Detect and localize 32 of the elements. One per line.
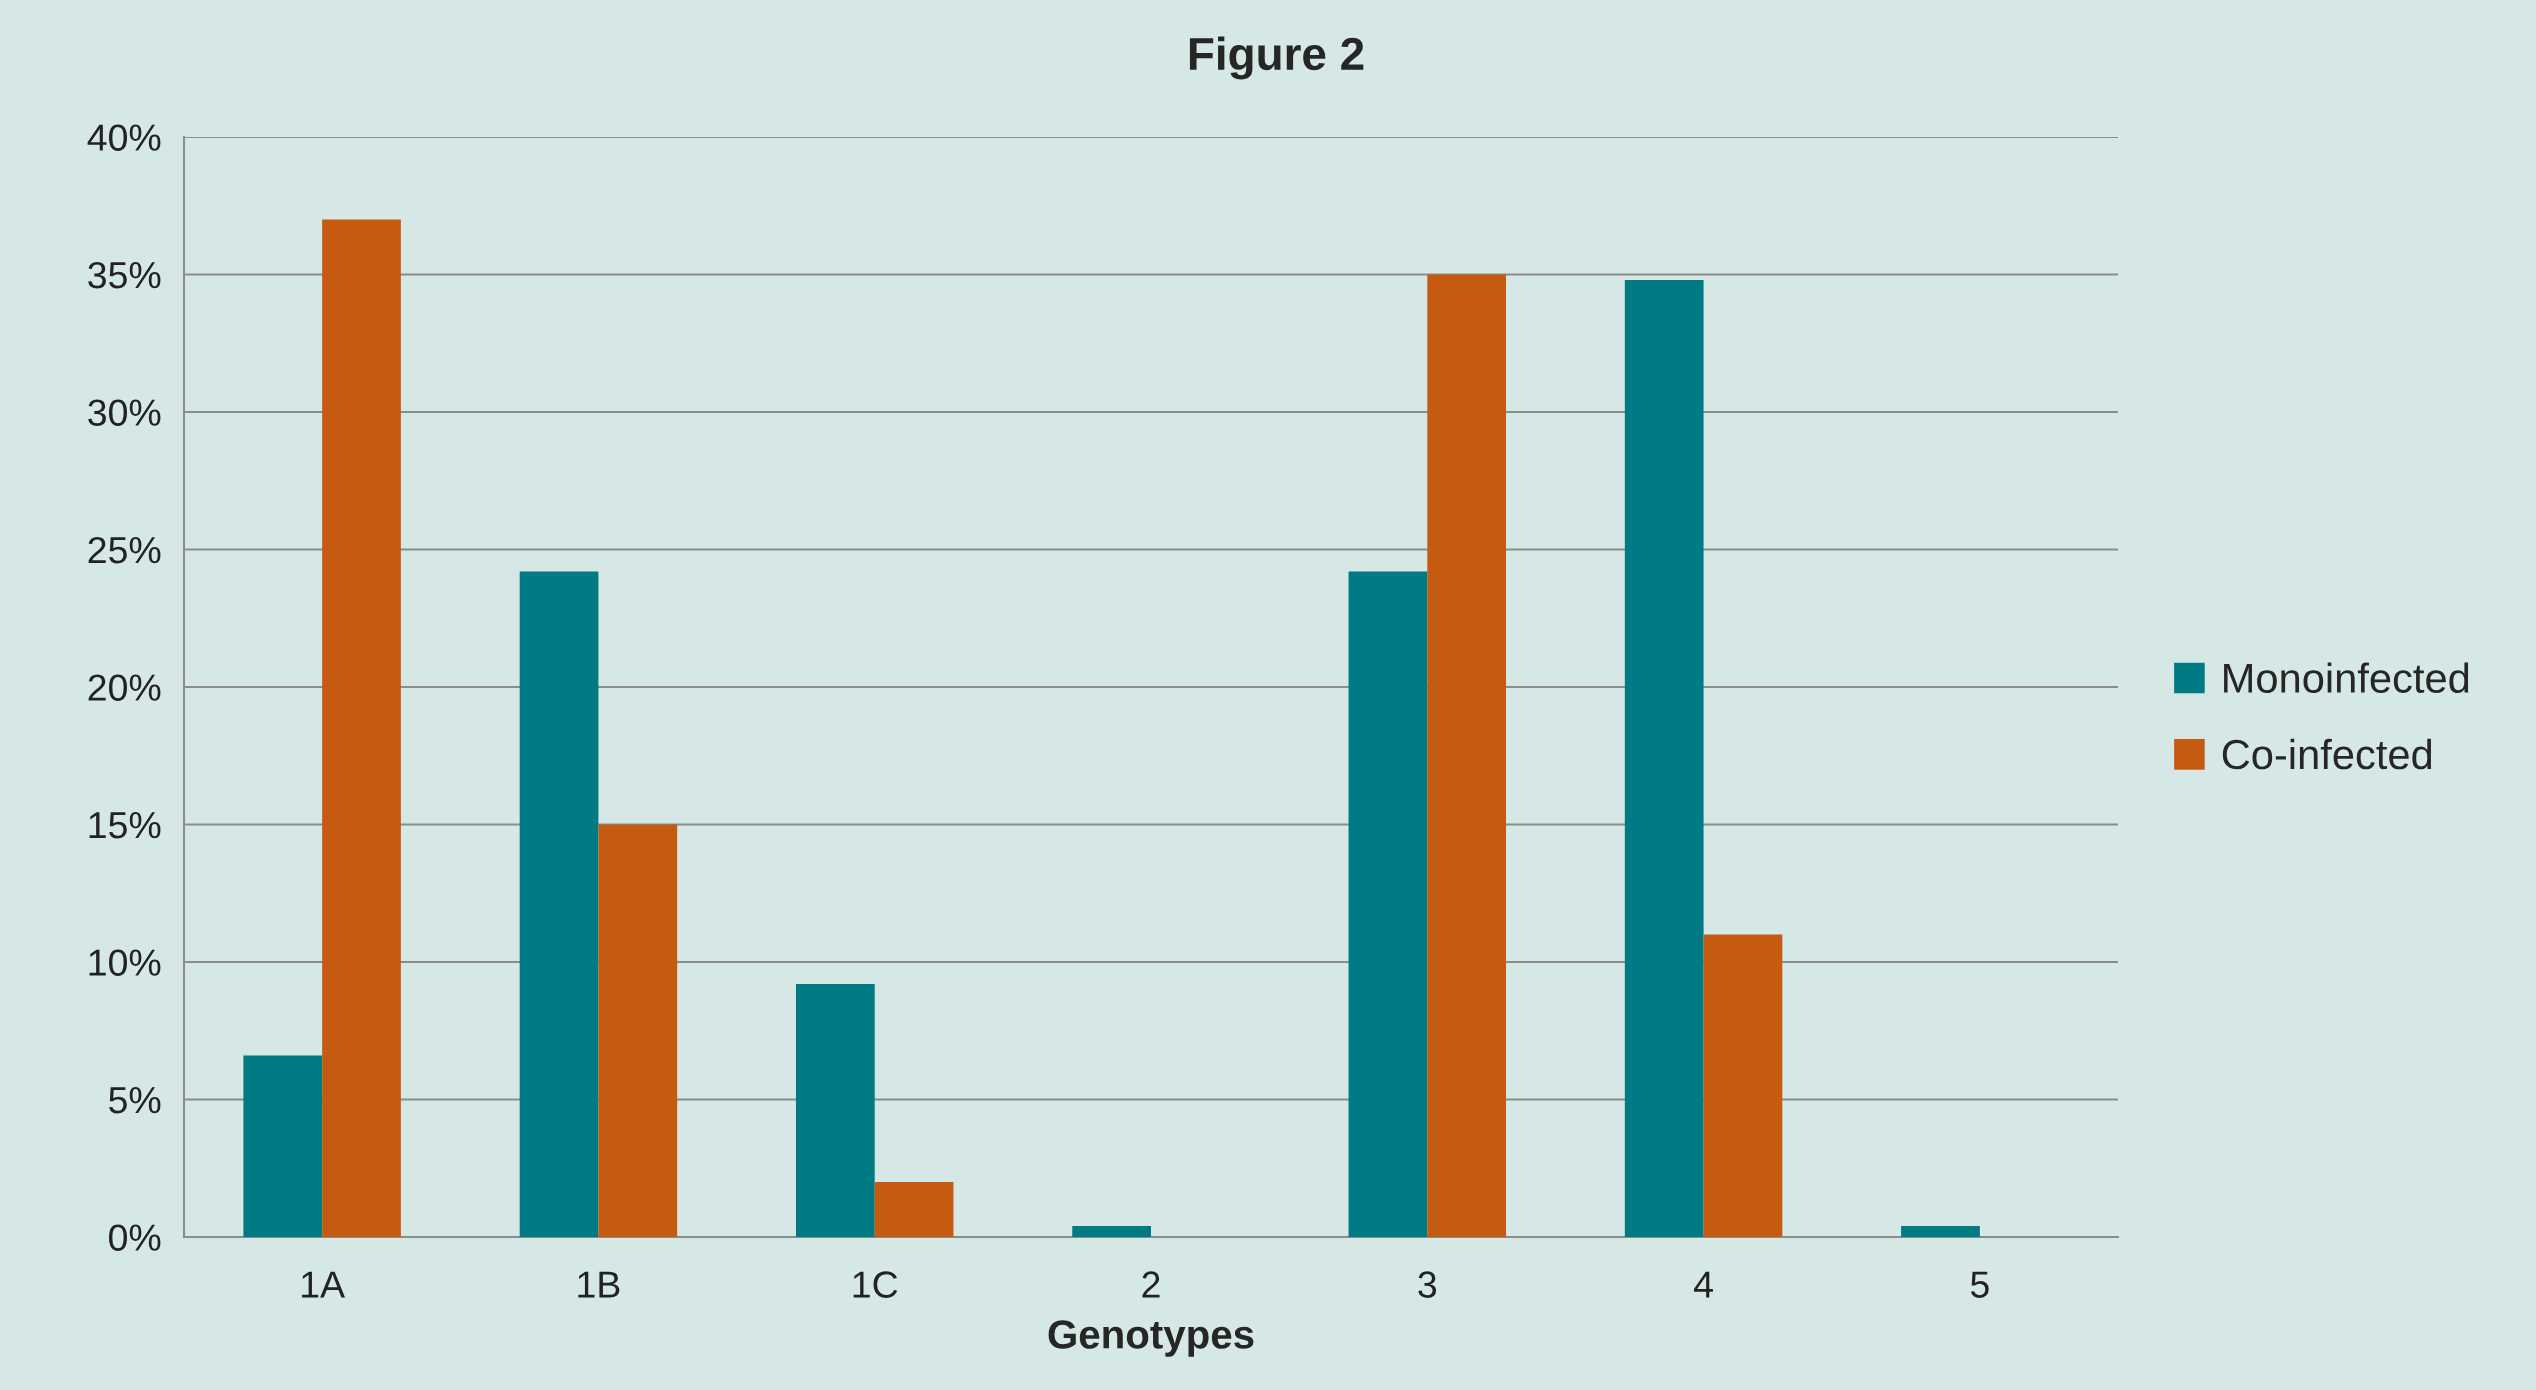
y-tick-label: 20% bbox=[88, 674, 161, 701]
x-tick-label: 1C bbox=[853, 1271, 898, 1298]
y-tick-label: 10% bbox=[89, 949, 161, 976]
y-tick-label: 30% bbox=[88, 399, 161, 426]
x-tick-label: 5 bbox=[1970, 1271, 1989, 1298]
bar bbox=[598, 824, 678, 1237]
x-axis-title: Genotypes bbox=[1048, 1320, 1254, 1357]
y-tick-label: 25% bbox=[88, 536, 161, 564]
bar bbox=[1703, 934, 1783, 1237]
x-tick-label: 2 bbox=[1142, 1271, 1160, 1298]
chart-title: Figure 2 bbox=[1189, 36, 1364, 80]
x-tick-label: 1A bbox=[302, 1271, 345, 1298]
y-tick-label: 15% bbox=[89, 812, 161, 839]
legend-label: Monoinfected bbox=[2224, 662, 2469, 694]
bar bbox=[1348, 571, 1428, 1237]
bar bbox=[1901, 1226, 1980, 1237]
bar bbox=[243, 1055, 323, 1237]
bar bbox=[1427, 274, 1507, 1237]
bar bbox=[1624, 280, 1704, 1237]
x-tick-label: 1B bbox=[578, 1271, 620, 1298]
y-tick-label: 5% bbox=[109, 1087, 161, 1114]
y-tick-label: 0% bbox=[109, 1224, 161, 1251]
bar bbox=[874, 1182, 954, 1237]
bar bbox=[322, 219, 401, 1237]
bar bbox=[795, 984, 875, 1237]
legend-label: Co-infected bbox=[2222, 738, 2432, 770]
y-tick-label: 40% bbox=[87, 124, 161, 151]
bar bbox=[1072, 1226, 1151, 1237]
bar bbox=[519, 571, 599, 1237]
x-tick-label: 4 bbox=[1694, 1271, 1713, 1298]
y-tick-label: 35% bbox=[88, 261, 161, 289]
x-tick-label: 3 bbox=[1418, 1271, 1437, 1298]
